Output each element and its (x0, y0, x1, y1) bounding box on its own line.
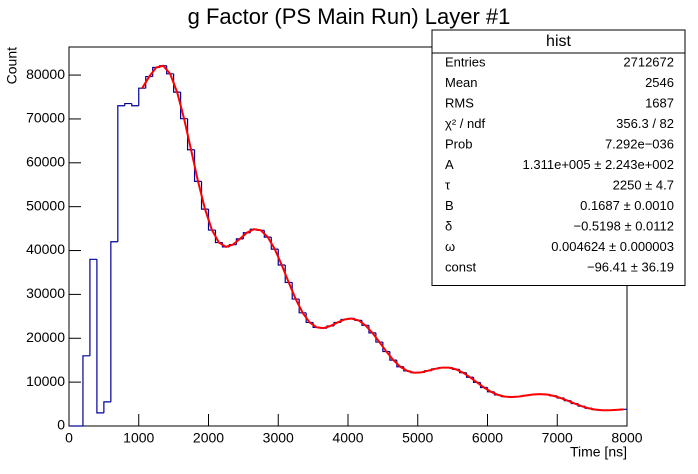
histogram-bin (207, 209, 216, 231)
x-tick-label: 6000 (472, 430, 503, 446)
fit-curve (141, 64, 624, 412)
histogram-bin (117, 105, 125, 242)
x-tick-label: 5000 (402, 430, 433, 446)
stats-box (431, 29, 686, 286)
stats-value: 0.004624 ± 0.000003 (551, 239, 674, 254)
y-tick-label: 70000 (26, 110, 65, 126)
stats-value: 2546 (645, 75, 674, 90)
x-tick-label: 7000 (542, 430, 573, 446)
stats-label: RMS (445, 95, 474, 110)
y-tick-label: 30000 (26, 285, 65, 301)
x-tick-label: 8000 (611, 430, 642, 446)
x-tick-label: 1000 (123, 430, 154, 446)
y-axis-title: Count (4, 47, 20, 84)
histogram-bin (277, 249, 286, 266)
stats-label: τ (445, 177, 451, 192)
stats-value: −96.41 ± 36.19 (587, 259, 674, 274)
x-axis-title: Time [ns] (570, 444, 627, 460)
y-tick-label: 40000 (26, 241, 65, 257)
y-tick-label: 10000 (26, 373, 65, 389)
stats-value: −0.5198 ± 0.0112 (573, 218, 674, 233)
y-tick-label: 0 (57, 417, 65, 433)
stats-label: Mean (445, 75, 478, 90)
histogram-bin (103, 401, 111, 413)
stats-label: χ² / ndf (445, 116, 485, 131)
x-tick-label: 4000 (332, 430, 363, 446)
histogram-bin (124, 102, 132, 106)
histogram-bin (82, 355, 90, 426)
histogram-bin (284, 265, 293, 284)
y-tick-label: 80000 (26, 66, 65, 82)
stats-label: Entries (445, 54, 486, 69)
stats-value: 2712672 (623, 54, 674, 69)
stats-label: B (445, 198, 454, 213)
histogram-bin (200, 181, 209, 210)
y-tick-label: 60000 (26, 154, 65, 170)
y-tick-label: 50000 (26, 197, 65, 213)
stats-label: ω (445, 239, 455, 254)
x-tick-label: 2000 (193, 430, 224, 446)
y-tick-label: 20000 (26, 329, 65, 345)
stats-title: hist (546, 33, 571, 50)
x-tick-label: 0 (65, 430, 73, 446)
histogram-bin (110, 241, 118, 402)
chart-title: g Factor (PS Main Run) Layer #1 (188, 4, 511, 29)
x-tick-label: 3000 (263, 430, 294, 446)
stats-value: 7.292e−036 (605, 136, 674, 151)
stats-value: 1.311e+005 ± 2.243e+002 (523, 157, 674, 172)
stats-value: 356.3 / 82 (616, 116, 674, 131)
stats-value: 2250 ± 4.7 (613, 177, 674, 192)
histogram-bin (186, 118, 195, 151)
histogram-bin (180, 92, 188, 120)
histogram-bin (96, 259, 104, 414)
histogram-bin (193, 149, 202, 182)
histogram-bin (173, 73, 181, 93)
histogram-bin (131, 103, 139, 107)
histogram-bin (89, 258, 97, 356)
stats-label: δ (445, 218, 452, 233)
histogram-bin (291, 282, 300, 300)
stats-label: const (445, 259, 476, 274)
stats-label: A (445, 157, 454, 172)
histogram-bin (270, 237, 279, 250)
histogram-bin (138, 87, 146, 106)
stats-value: 1687 (645, 95, 674, 110)
stats-label: Prob (445, 136, 472, 151)
stats-value: 0.1687 ± 0.0010 (580, 198, 674, 213)
